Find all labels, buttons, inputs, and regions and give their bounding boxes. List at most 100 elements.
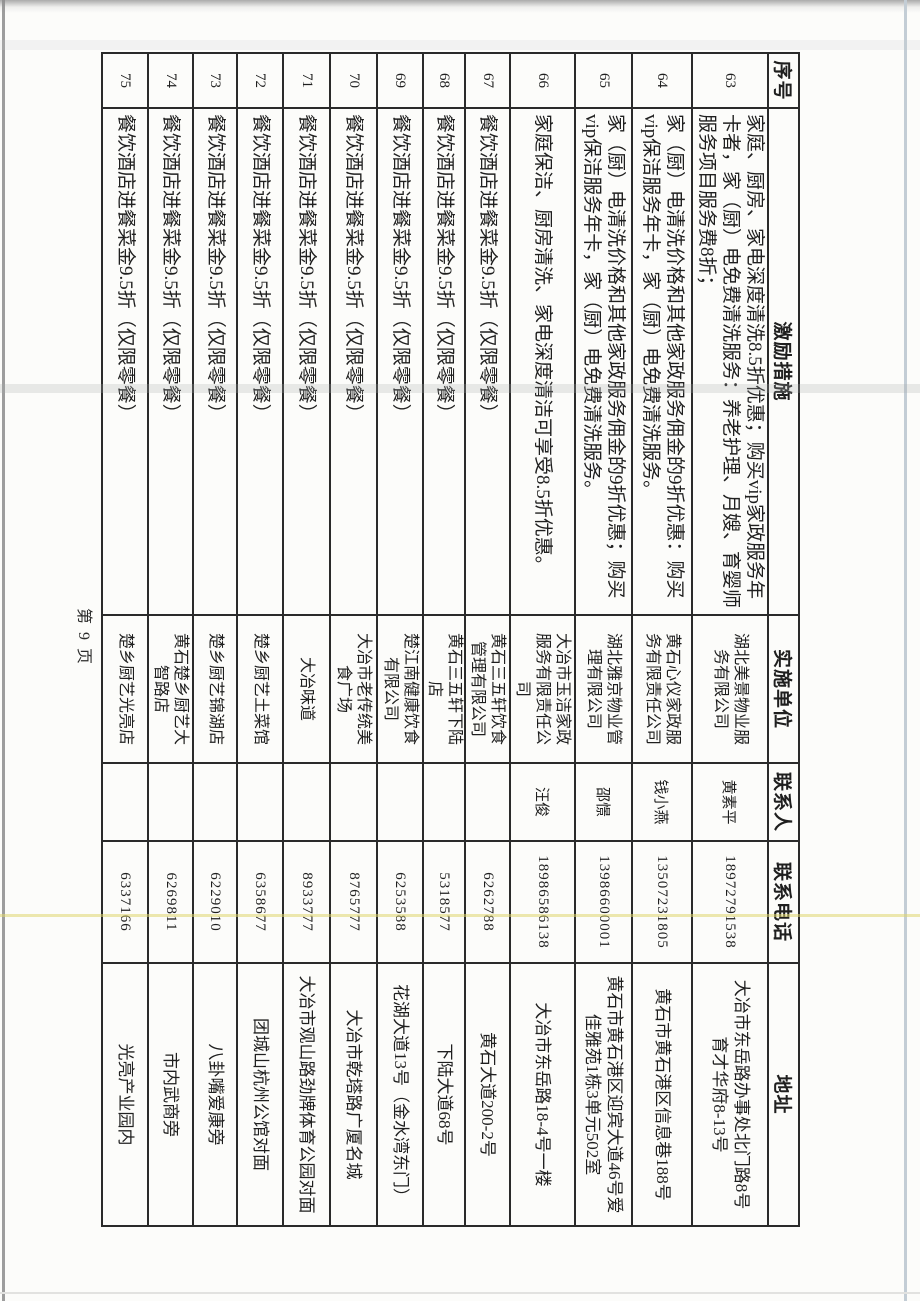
scan-edge-bottom	[0, 1292, 920, 1294]
header-serial: 序号	[768, 53, 799, 108]
cell-measure: 餐饮酒店进餐菜金9.5折（仅限零餐）	[148, 108, 193, 615]
scan-edge-right	[904, 0, 907, 1301]
table-row: 72 餐饮酒店进餐菜金9.5折（仅限零餐） 楚乡厨艺土菜馆 6358677 团城…	[237, 53, 283, 1226]
cell-contact: 黄素平	[692, 763, 768, 841]
cell-contact	[237, 763, 283, 841]
cell-unit: 湖北美景物业服务有限公司	[692, 615, 768, 763]
cell-serial: 66	[510, 53, 575, 108]
cell-phone: 6229010	[193, 841, 237, 963]
cell-phone: 6269811	[148, 841, 193, 963]
cell-unit: 黄石楚乡厨艺大智路店	[148, 615, 193, 763]
cell-measure: 餐饮酒店进餐菜金9.5折（仅限零餐）	[193, 108, 237, 615]
scan-edge-top	[0, 0, 920, 13]
cell-address: 花湖大道13号（金水湾东门）	[377, 963, 423, 1226]
cell-address: 大冶市东岳路办事处北门路8号育才华府8-13号	[692, 963, 768, 1226]
scan-streak	[0, 384, 920, 393]
header-address: 地址	[768, 963, 799, 1226]
table-row: 64 家（厨）电清洗价格和其他家政服务佣金的9折优惠：购买vip保洁服务年卡，家…	[632, 53, 692, 1226]
cell-measure: 家（厨）电清洗价格和其他家政服务佣金的9折优惠：购买vip保洁服务年卡，家（厨）…	[632, 108, 692, 615]
cell-unit: 黄石心仪家政服务有限责任公司	[632, 615, 692, 763]
table-row: 67 餐饮酒店进餐菜金9.5折（仅限零餐） 黄石三五轩饮食管理有限公司 6262…	[465, 53, 510, 1226]
cell-phone: 5318577	[423, 841, 465, 963]
header-measure: 激励措施	[768, 108, 799, 615]
cell-serial: 65	[575, 53, 632, 108]
header-unit: 实施单位	[768, 615, 799, 763]
cell-address: 黄石市黄石港区信息巷188号	[632, 963, 692, 1226]
cell-unit: 楚乡厨艺锦湖店	[193, 615, 237, 763]
header-phone: 联系电话	[768, 841, 799, 963]
table-row: 75 餐饮酒店进餐菜金9.5折（仅限零餐） 楚乡厨艺光亮店 6337166 光亮…	[102, 53, 148, 1226]
cell-address: 市内武商旁	[148, 963, 193, 1226]
cell-unit: 楚乡厨艺光亮店	[102, 615, 148, 763]
cell-contact: 汪俊	[510, 763, 575, 841]
cell-address: 团城山杭州公馆对面	[237, 963, 283, 1226]
scan-streak	[0, 40, 920, 50]
table-row: 71 餐饮酒店进餐菜金9.5折（仅限零餐） 大冶味道 8933777 大冶市观山…	[283, 53, 330, 1226]
cell-measure: 餐饮酒店进餐菜金9.5折（仅限零餐）	[423, 108, 465, 615]
page-number: 第 9 页	[75, 608, 92, 667]
cell-address: 下陆大道68号	[423, 963, 465, 1226]
scan-edge-left	[2, 0, 5, 1301]
cell-serial: 69	[377, 53, 423, 108]
cell-serial: 73	[193, 53, 237, 108]
cell-measure: 家（厨）电清洗价格和其他家政服务佣金的9折优惠；购买vip保洁服务年卡，家（厨）…	[575, 108, 632, 615]
cell-phone: 18972791538	[692, 841, 768, 963]
table-row: 74 餐饮酒店进餐菜金9.5折（仅限零餐） 黄石楚乡厨艺大智路店 6269811…	[148, 53, 193, 1226]
cell-serial: 72	[237, 53, 283, 108]
cell-serial: 67	[465, 53, 510, 108]
table-row: 63 家庭、厨房、家电深度清洗8.5折优惠；购买vip家政服务年卡者，家（厨）电…	[692, 53, 768, 1226]
cell-contact	[102, 763, 148, 841]
cell-unit: 大冶市老传统美食广场	[330, 615, 377, 763]
table-header-row: 序号 激励措施 实施单位 联系人 联系电话 地址	[768, 53, 799, 1226]
cell-contact	[377, 763, 423, 841]
cell-measure: 餐饮酒店进餐菜金9.5折（仅限零餐）	[330, 108, 377, 615]
cell-phone: 6358677	[237, 841, 283, 963]
cell-contact	[330, 763, 377, 841]
cell-measure: 家庭、厨房、家电深度清洗8.5折优惠；购买vip家政服务年卡者，家（厨）电免费清…	[692, 108, 768, 615]
cell-measure: 餐饮酒店进餐菜金9.5折（仅限零餐）	[283, 108, 330, 615]
cell-unit: 大冶味道	[283, 615, 330, 763]
cell-phone: 13986600001	[575, 841, 632, 963]
cell-phone: 13507231805	[632, 841, 692, 963]
cell-address: 大冶市东岳路18-4号一楼	[510, 963, 575, 1226]
table-row: 70 餐饮酒店进餐菜金9.5折（仅限零餐） 大冶市老传统美食广场 8765777…	[330, 53, 377, 1226]
cell-serial: 68	[423, 53, 465, 108]
cell-address: 八卦嘴爱康旁	[193, 963, 237, 1226]
table-row: 66 家庭保洁、厨房清洗、家电深度清洁可享受8.5折优惠。 大冶市玉洁家政服务有…	[510, 53, 575, 1226]
incentive-table: 序号 激励措施 实施单位 联系人 联系电话 地址 63 家庭、厨房、家电深度清洗…	[101, 52, 800, 1227]
cell-contact: 邵憬	[575, 763, 632, 841]
cell-contact	[148, 763, 193, 841]
cell-unit: 楚江南健康饮食有限公司	[377, 615, 423, 763]
table-row: 69 餐饮酒店进餐菜金9.5折（仅限零餐） 楚江南健康饮食有限公司 625358…	[377, 53, 423, 1226]
cell-address: 黄石市黄石港区迎宾大道46号爱佳雅苑1栋3单元502室	[575, 963, 632, 1226]
cell-unit: 楚乡厨艺土菜馆	[237, 615, 283, 763]
cell-contact	[193, 763, 237, 841]
cell-phone: 8933777	[283, 841, 330, 963]
cell-phone: 18986586138	[510, 841, 575, 963]
cell-address: 大冶市观山路劲牌体育公园对面	[283, 963, 330, 1226]
cell-serial: 75	[102, 53, 148, 108]
cell-measure: 餐饮酒店进餐菜金9.5折（仅限零餐）	[237, 108, 283, 615]
table-row: 65 家（厨）电清洗价格和其他家政服务佣金的9折优惠；购买vip保洁服务年卡，家…	[575, 53, 632, 1226]
cell-measure: 餐饮酒店进餐菜金9.5折（仅限零餐）	[465, 108, 510, 615]
cell-serial: 64	[632, 53, 692, 108]
cell-phone: 8765777	[330, 841, 377, 963]
cell-unit: 湖北雅京物业管理有限公司	[575, 615, 632, 763]
cell-serial: 70	[330, 53, 377, 108]
cell-serial: 63	[692, 53, 768, 108]
cell-measure: 餐饮酒店进餐菜金9.5折（仅限零餐）	[102, 108, 148, 615]
cell-contact: 钱小燕	[632, 763, 692, 841]
cell-contact	[283, 763, 330, 841]
cell-phone: 6262788	[465, 841, 510, 963]
cell-measure: 家庭保洁、厨房清洗、家电深度清洁可享受8.5折优惠。	[510, 108, 575, 615]
cell-serial: 71	[283, 53, 330, 108]
cell-contact	[465, 763, 510, 841]
table-row: 68 餐饮酒店进餐菜金9.5折（仅限零餐） 黄石三五轩下陆店 5318577 下…	[423, 53, 465, 1226]
cell-measure: 餐饮酒店进餐菜金9.5折（仅限零餐）	[377, 108, 423, 615]
cell-unit: 大冶市玉洁家政服务有限责任公司	[510, 615, 575, 763]
cell-phone: 6337166	[102, 841, 148, 963]
table-row: 73 餐饮酒店进餐菜金9.5折（仅限零餐） 楚乡厨艺锦湖店 6229010 八卦…	[193, 53, 237, 1226]
cell-address: 黄石大道200-2号	[465, 963, 510, 1226]
